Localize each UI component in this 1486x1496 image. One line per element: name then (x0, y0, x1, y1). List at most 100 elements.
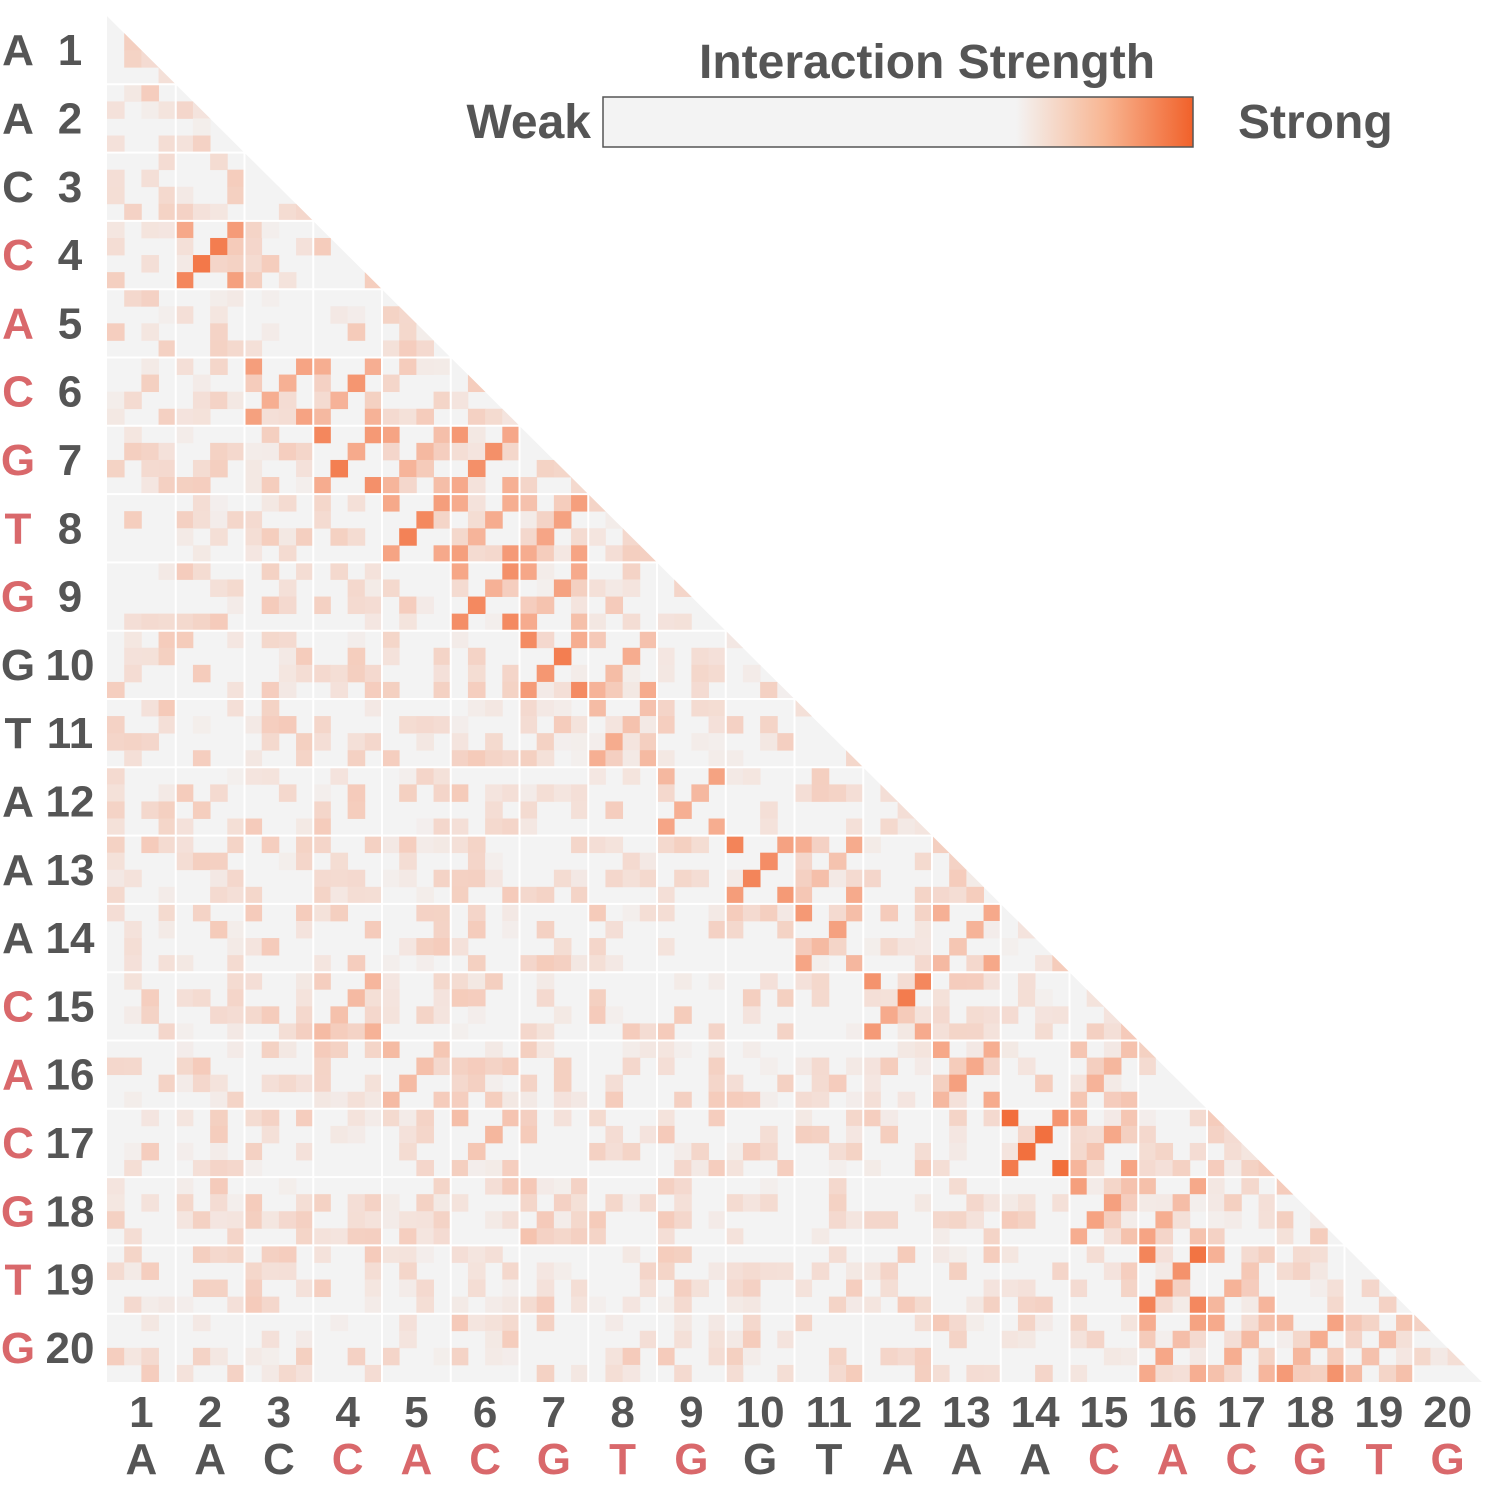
heatmap-cell (296, 835, 314, 854)
column-base-label: A (882, 1435, 914, 1484)
heatmap-cell (158, 630, 177, 649)
heatmap-cell (1224, 1364, 1242, 1382)
heatmap-cell (553, 647, 572, 666)
heatmap-cell (210, 442, 228, 461)
heatmap-cell (691, 699, 709, 717)
heatmap-cell (433, 664, 452, 683)
heatmap-cell (278, 528, 297, 546)
heatmap-cell (588, 681, 606, 700)
heatmap-cell (313, 903, 331, 922)
heatmap-cell (416, 357, 434, 375)
heatmap-cell (932, 886, 950, 905)
heatmap-cell (794, 835, 813, 854)
heatmap-cell (914, 1364, 933, 1382)
heatmap-cell (1086, 1330, 1105, 1349)
heatmap-cell (794, 955, 813, 973)
heatmap-cell (158, 135, 177, 153)
heatmap-cell (175, 477, 194, 495)
heatmap-cell (914, 1160, 933, 1178)
heatmap-cell (536, 1040, 555, 1058)
heatmap-cell (794, 886, 813, 905)
heatmap-cell (175, 425, 194, 444)
heatmap-cell (467, 664, 486, 683)
heatmap-cell (261, 528, 280, 546)
heatmap-cell (399, 306, 417, 324)
heatmap-cell (1241, 1330, 1259, 1349)
legend: Interaction Strength Weak Strong (466, 36, 1392, 149)
heatmap-cell (210, 459, 228, 478)
heatmap-cell (175, 511, 194, 529)
heatmap-cell (1207, 1296, 1225, 1315)
heatmap-cell (725, 835, 744, 854)
heatmap-cell (485, 818, 503, 836)
heatmap-cell (450, 1023, 469, 1041)
heatmap-cell (313, 1040, 331, 1058)
heatmap-cell (536, 681, 555, 700)
heatmap-cell (657, 664, 675, 683)
heatmap-cell (1103, 1074, 1122, 1093)
heatmap-cell (158, 1023, 177, 1041)
heatmap-cell (725, 1262, 744, 1280)
heatmap-cell (485, 972, 503, 990)
heatmap-cell (588, 750, 606, 768)
column-position-label: 8 (610, 1388, 634, 1437)
heatmap-cell (244, 1194, 263, 1212)
heatmap-cell (107, 784, 125, 802)
heatmap-cell (364, 1006, 383, 1024)
heatmap-cell (261, 1074, 280, 1093)
heatmap-cell (708, 1347, 727, 1366)
heatmap-cell (107, 220, 125, 239)
heatmap-cell (347, 869, 366, 888)
heatmap-cell (313, 869, 331, 888)
heatmap-cell (657, 1245, 675, 1263)
heatmap-cell (966, 1023, 984, 1041)
heatmap-cell (433, 920, 452, 939)
heatmap-cell (1241, 1296, 1259, 1315)
heatmap-cell (1275, 1330, 1294, 1349)
heatmap-cell (983, 1023, 1002, 1041)
heatmap-cell (914, 955, 933, 973)
heatmap-cell (502, 903, 520, 922)
column-position-label: 6 (473, 1388, 497, 1437)
heatmap-cell (536, 1279, 555, 1298)
heatmap-cell (588, 903, 606, 922)
heatmap-cell (742, 903, 761, 922)
heatmap-cell (141, 699, 159, 717)
heatmap-cell (571, 1279, 589, 1298)
heatmap-cell (1017, 1279, 1036, 1298)
heatmap-cell (1224, 1194, 1242, 1212)
heatmap-cell (828, 852, 847, 871)
heatmap-cell (897, 784, 916, 802)
heatmap-cell (553, 511, 572, 529)
heatmap-cell (347, 374, 366, 393)
heatmap-cell (932, 1006, 950, 1024)
heatmap-cell (107, 1194, 125, 1212)
column-base-label: C (469, 1435, 501, 1484)
heatmap-cell (742, 1040, 761, 1058)
heatmap-cell (296, 1279, 314, 1298)
heatmap-cell (1103, 1040, 1122, 1058)
heatmap-cell (192, 1160, 211, 1178)
heatmap-cell (158, 459, 177, 478)
heatmap-cell (536, 1211, 555, 1229)
heatmap-cell (330, 681, 349, 700)
heatmap-cell (313, 716, 331, 734)
heatmap-cell (1258, 1211, 1277, 1229)
heatmap-cell (1017, 1296, 1036, 1315)
heatmap-cell (777, 681, 795, 700)
heatmap-cell (382, 989, 400, 1007)
heatmap-cell (261, 289, 280, 307)
heatmap-cell (210, 237, 228, 256)
heatmap-cell (192, 374, 211, 393)
heatmap-cell (192, 903, 211, 922)
heatmap-cell (846, 1057, 864, 1076)
heatmap-cell (364, 920, 383, 939)
heatmap-cell (347, 1211, 366, 1229)
heatmap-cell (347, 1091, 366, 1110)
heatmap-cell (433, 989, 452, 1007)
heatmap-cell (536, 1228, 555, 1246)
heatmap-cell (1207, 1160, 1225, 1178)
heatmap-cell (210, 357, 228, 375)
heatmap-cell (141, 442, 159, 461)
row-base-label: C (2, 368, 34, 417)
